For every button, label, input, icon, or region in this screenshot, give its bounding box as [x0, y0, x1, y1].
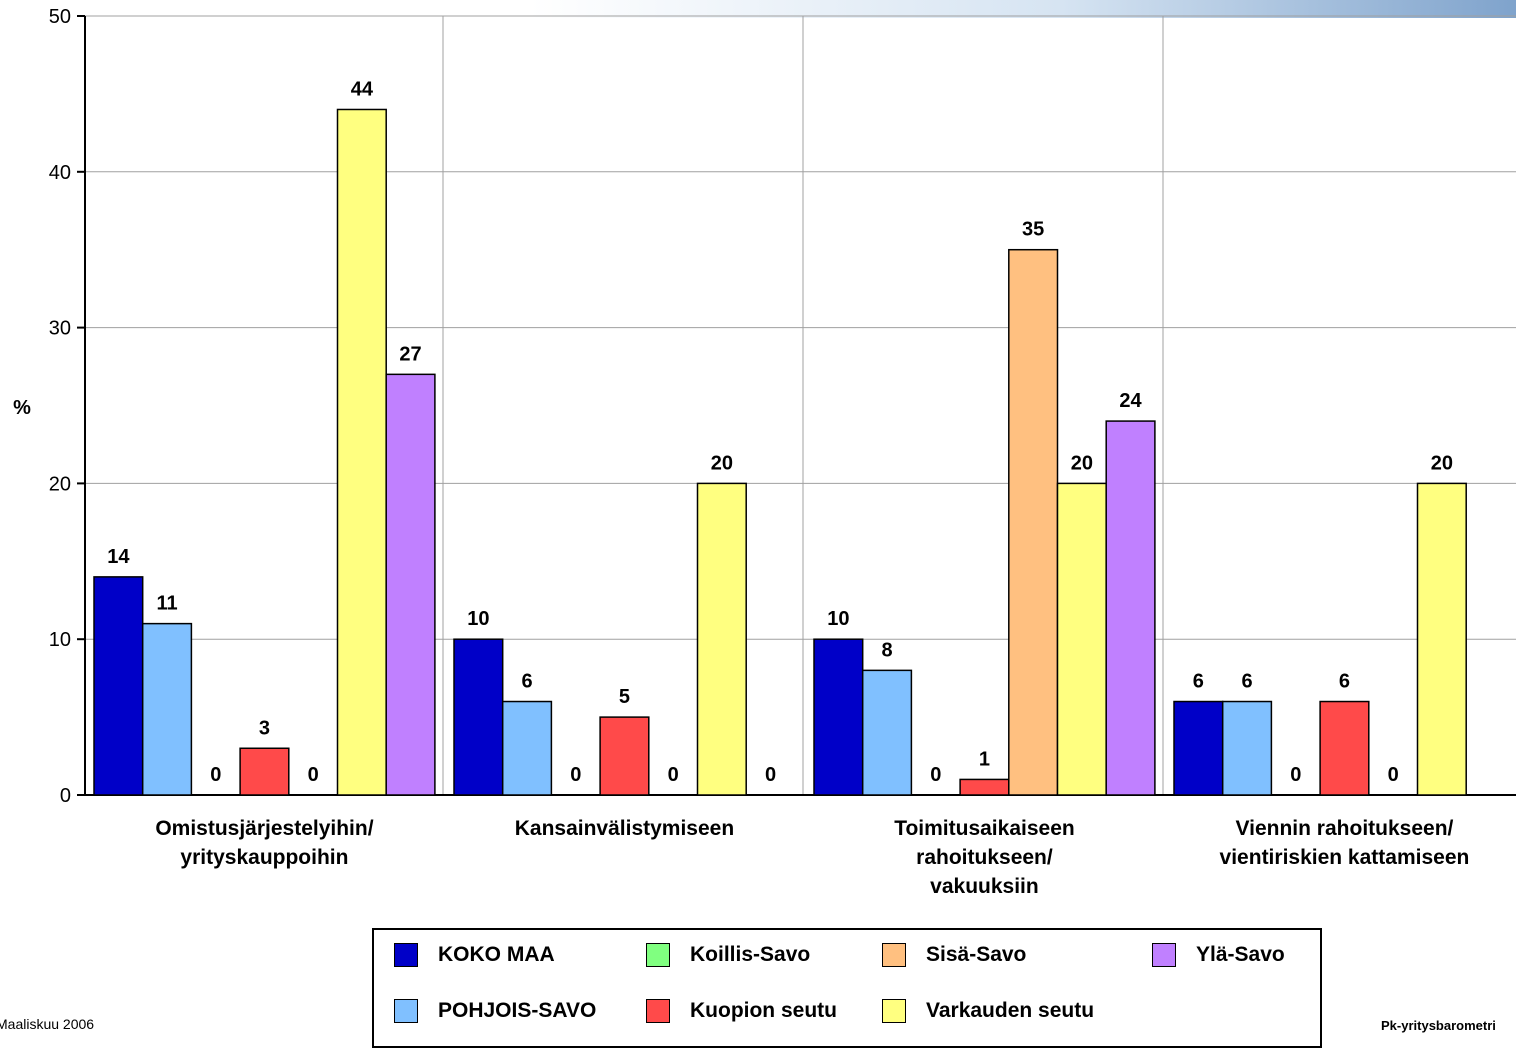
legend-swatch-varkauden-seutu — [882, 999, 906, 1023]
bar — [1008, 248, 1059, 796]
legend-label: Koillis-Savo — [690, 943, 811, 966]
bar — [1173, 700, 1224, 796]
bar — [141, 622, 193, 796]
footer-source: Pk-yritysbarometri — [1381, 1018, 1496, 1033]
bar — [861, 669, 913, 796]
legend-swatch-pohjois-savo — [394, 999, 418, 1023]
bar — [453, 638, 504, 796]
legend-item-koillis-savo: Koillis-Savo — [646, 942, 810, 968]
legend-label: Kuopion seutu — [690, 999, 837, 1022]
data-label: 6 — [1193, 671, 1204, 693]
bar — [1056, 482, 1107, 796]
category-label: rahoitukseen/ — [916, 846, 1053, 869]
legend-item-pohjois-savo: POHJOIS-SAVO — [394, 998, 596, 1024]
y-tick-label: 50 — [49, 6, 71, 28]
data-label: 6 — [521, 671, 532, 693]
header-gradient-band — [0, 0, 1516, 18]
bar — [93, 576, 144, 796]
y-tick-label: 20 — [49, 473, 71, 495]
data-label: 35 — [1022, 219, 1044, 241]
data-label: 27 — [399, 343, 421, 365]
legend-label: KOKO MAA — [438, 943, 555, 966]
data-label: 6 — [1339, 671, 1350, 693]
legend-swatch-kuopion-seutu — [646, 999, 670, 1023]
data-label: 14 — [107, 546, 130, 568]
bar — [599, 716, 650, 796]
data-label: 0 — [1388, 764, 1399, 786]
data-label: 44 — [351, 78, 374, 100]
category-label: yrityskauppoihin — [180, 846, 348, 869]
legend-item-koko-maa: KOKO MAA — [394, 942, 555, 968]
y-tick-label: 0 — [60, 785, 71, 807]
bar — [336, 108, 387, 796]
bar — [1105, 420, 1156, 796]
data-label: 8 — [881, 639, 892, 661]
data-label: 20 — [1431, 452, 1453, 474]
legend-label: Varkauden seutu — [926, 999, 1095, 1022]
data-label: 10 — [467, 608, 489, 630]
category-label: vakuuksiin — [930, 875, 1039, 898]
footer-date: Maaliskuu 2006 — [0, 1016, 95, 1032]
data-label: 20 — [1071, 452, 1093, 474]
legend-label: POHJOIS-SAVO — [438, 999, 597, 1022]
data-label: 11 — [156, 593, 177, 615]
y-tick-label: 10 — [49, 629, 71, 651]
legend-item-kuopion-seutu: Kuopion seutu — [646, 998, 837, 1024]
y-tick-label: 30 — [49, 318, 71, 340]
bar — [239, 747, 290, 796]
data-label: 0 — [930, 764, 941, 786]
bar — [1319, 700, 1370, 796]
data-label: 6 — [1241, 671, 1252, 693]
bar — [1416, 482, 1467, 796]
legend-swatch-yla-savo — [1152, 943, 1176, 967]
data-label: 5 — [619, 686, 630, 708]
bar — [959, 778, 1010, 796]
legend-swatch-sisa-savo — [882, 943, 906, 967]
data-label: 0 — [1290, 764, 1301, 786]
data-label: 24 — [1119, 390, 1142, 412]
bar — [1221, 700, 1273, 796]
legend-item-sisa-savo: Sisä-Savo — [882, 942, 1026, 968]
data-label: 1 — [979, 748, 990, 770]
bar — [501, 700, 553, 796]
category-label: Kansainvälistymiseen — [515, 817, 734, 840]
category-label: Viennin rahoitukseen/ — [1236, 817, 1454, 840]
bar — [385, 373, 436, 796]
y-axis-label: % — [13, 397, 31, 419]
data-label: 3 — [259, 717, 270, 739]
category-label: Omistusjärjestelyihin/ — [155, 817, 373, 840]
y-tick-label: 40 — [49, 162, 71, 184]
category-label: Toimitusaikaiseen — [894, 817, 1075, 840]
data-label: 20 — [711, 452, 733, 474]
data-label: 0 — [308, 764, 319, 786]
data-label: 0 — [210, 764, 221, 786]
legend-label: Sisä-Savo — [926, 943, 1027, 966]
legend-swatch-koillis-savo — [646, 943, 670, 967]
legend-item-varkauden-seutu: Varkauden seutu — [882, 998, 1094, 1024]
bar — [696, 482, 747, 796]
data-label: 0 — [668, 764, 679, 786]
chart-legend: KOKO MAA Koillis-Savo Sisä-Savo Ylä-Savo… — [372, 928, 1322, 1048]
data-label: 0 — [570, 764, 581, 786]
bar — [813, 638, 864, 796]
data-label: 0 — [765, 764, 776, 786]
legend-item-yla-savo: Ylä-Savo — [1152, 942, 1285, 968]
legend-swatch-koko-maa — [394, 943, 418, 967]
data-label: 10 — [827, 608, 849, 630]
legend-label: Ylä-Savo — [1196, 943, 1285, 966]
category-label: vientiriskien kattamiseen — [1220, 846, 1470, 869]
